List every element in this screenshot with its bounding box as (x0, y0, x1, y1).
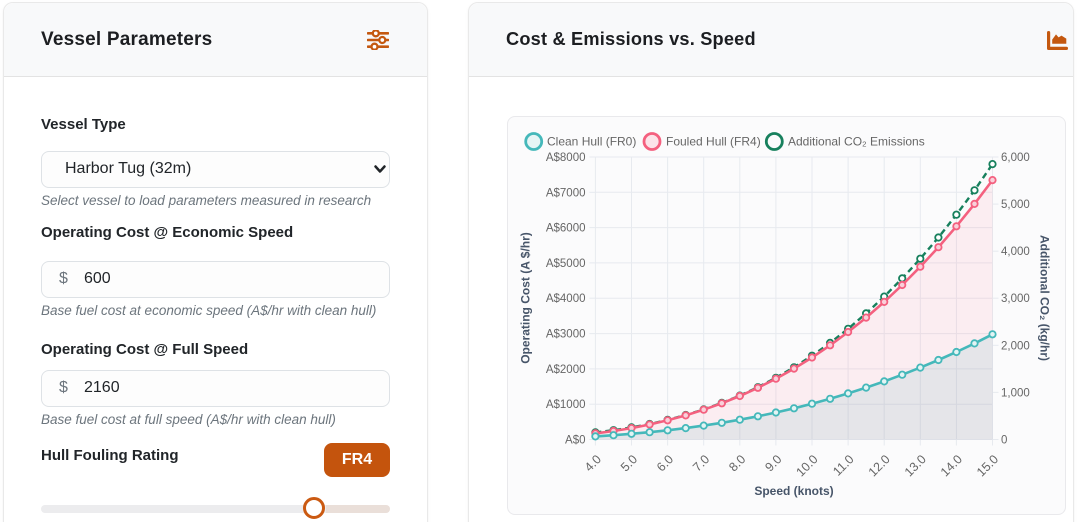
svg-text:15.0: 15.0 (974, 452, 1001, 479)
svg-text:14.0: 14.0 (938, 452, 965, 479)
svg-text:Fouled Hull (FR4): Fouled Hull (FR4) (666, 135, 761, 149)
svg-text:A$7000: A$7000 (546, 187, 586, 199)
svg-text:4,000: 4,000 (1001, 246, 1030, 258)
svg-text:A$5000: A$5000 (546, 258, 586, 270)
svg-text:8.0: 8.0 (726, 452, 748, 474)
svg-text:5,000: 5,000 (1001, 199, 1030, 211)
svg-text:A$8000: A$8000 (546, 152, 586, 164)
svg-text:0: 0 (1001, 435, 1007, 447)
svg-text:1,000: 1,000 (1001, 387, 1030, 399)
svg-text:A$0: A$0 (565, 435, 585, 447)
svg-text:A$6000: A$6000 (546, 223, 586, 235)
svg-text:10.0: 10.0 (794, 452, 821, 479)
svg-text:9.0: 9.0 (762, 452, 784, 474)
svg-text:7.0: 7.0 (690, 452, 712, 474)
svg-text:3,000: 3,000 (1001, 293, 1030, 305)
svg-text:4.0: 4.0 (582, 452, 604, 474)
svg-text:A$3000: A$3000 (546, 329, 586, 341)
svg-text:6,000: 6,000 (1001, 152, 1030, 164)
svg-text:Additional CO₂ Emissions: Additional CO₂ Emissions (788, 135, 925, 149)
svg-text:12.0: 12.0 (866, 452, 893, 479)
svg-text:11.0: 11.0 (830, 452, 856, 478)
svg-text:A$1000: A$1000 (546, 399, 586, 411)
svg-text:A$2000: A$2000 (546, 364, 586, 376)
svg-text:5.0: 5.0 (618, 452, 640, 474)
svg-text:Speed (knots): Speed (knots) (754, 484, 833, 498)
svg-text:Additional CO₂ (kg/hr): Additional CO₂ (kg/hr) (1038, 235, 1052, 361)
svg-text:Clean Hull (FR0): Clean Hull (FR0) (547, 135, 636, 149)
svg-text:6.0: 6.0 (654, 452, 676, 474)
svg-text:13.0: 13.0 (902, 452, 929, 479)
svg-text:A$4000: A$4000 (546, 293, 586, 305)
svg-text:2,000: 2,000 (1001, 340, 1030, 352)
svg-text:Operating Cost (A $/hr): Operating Cost (A $/hr) (519, 232, 533, 364)
